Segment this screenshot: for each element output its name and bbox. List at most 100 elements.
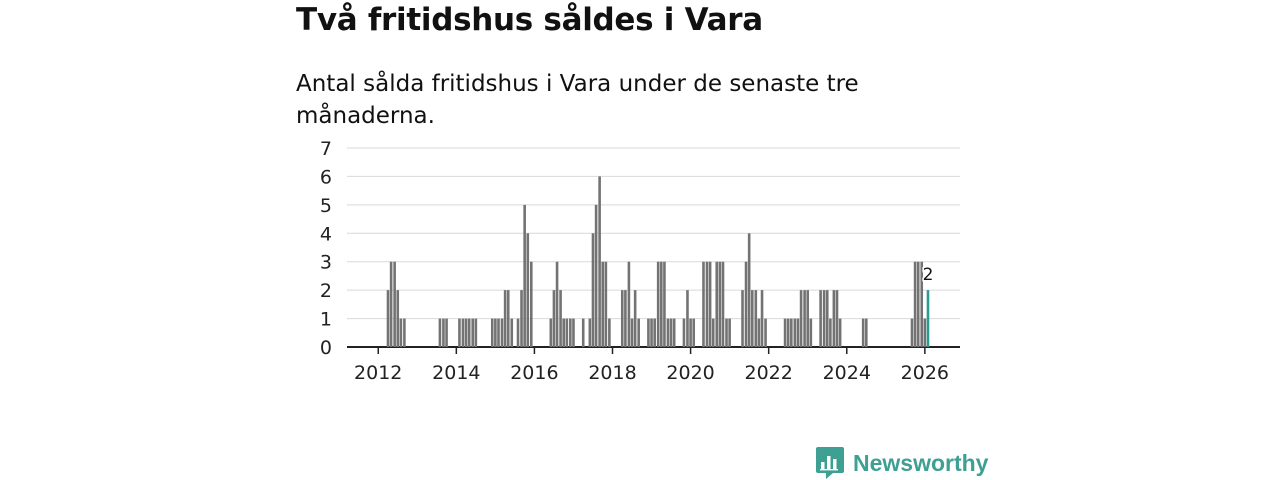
bar xyxy=(442,318,445,347)
x-tick-label: 2014 xyxy=(432,362,480,384)
bar xyxy=(819,290,822,347)
bar xyxy=(461,318,465,347)
bar xyxy=(445,318,448,347)
bar xyxy=(647,318,650,347)
bar xyxy=(630,318,634,347)
bar xyxy=(790,318,793,347)
y-tick-label: 4 xyxy=(320,223,332,245)
bar xyxy=(793,318,797,347)
bar xyxy=(910,318,914,347)
bar xyxy=(438,318,442,347)
bar xyxy=(835,290,839,347)
y-tick-label: 1 xyxy=(320,309,332,331)
bar xyxy=(520,290,523,347)
brand: Newsworthy xyxy=(815,446,988,480)
x-tick-label: 2024 xyxy=(823,362,871,384)
bar xyxy=(832,290,836,347)
bar xyxy=(569,318,572,347)
bar xyxy=(494,318,497,347)
bar xyxy=(604,261,608,347)
bar xyxy=(594,204,598,347)
bar xyxy=(757,318,761,347)
highlight-bar xyxy=(926,290,930,347)
bar xyxy=(598,176,601,347)
bar xyxy=(474,318,478,347)
bar xyxy=(760,290,764,347)
x-tick-label: 2020 xyxy=(666,362,714,384)
bar xyxy=(565,318,569,347)
bar xyxy=(588,318,592,347)
bar xyxy=(806,290,810,347)
bar xyxy=(562,318,565,347)
bar xyxy=(591,233,595,347)
bar xyxy=(633,290,637,347)
bar xyxy=(721,261,725,347)
bar xyxy=(399,318,403,347)
bar xyxy=(627,261,631,347)
bar xyxy=(503,290,507,347)
subtitle: Antal sålda fritidshus i Vara under de s… xyxy=(296,71,859,129)
bar xyxy=(393,261,396,347)
bar xyxy=(506,290,510,347)
x-tick-label: 2016 xyxy=(510,362,558,384)
newsworthy-logo-icon xyxy=(816,447,844,479)
bar xyxy=(764,318,767,347)
bar xyxy=(916,261,920,347)
bar xyxy=(637,318,640,347)
grid-lines xyxy=(347,147,960,348)
bar xyxy=(529,261,533,347)
bar xyxy=(864,318,868,347)
bar xyxy=(510,318,514,347)
x-tick-label: 2022 xyxy=(745,362,793,384)
bar-chart: 0 1 2 3 4 5 6 7 2012 2014 2016 2018 2020 2022 2024 202… xyxy=(320,138,960,384)
bar xyxy=(838,318,842,347)
bar xyxy=(809,318,813,347)
bar xyxy=(471,318,475,347)
bar xyxy=(741,290,744,347)
bar xyxy=(389,261,393,347)
y-tick-label: 3 xyxy=(320,252,332,274)
bar xyxy=(822,290,826,347)
bar xyxy=(744,261,748,347)
x-tick-label: 2026 xyxy=(901,362,949,384)
bar xyxy=(500,318,504,347)
bar xyxy=(458,318,461,347)
bar xyxy=(396,290,400,347)
bar xyxy=(715,261,719,347)
bar xyxy=(653,318,656,347)
bar xyxy=(516,318,520,347)
bar xyxy=(803,290,806,347)
bar xyxy=(686,290,689,347)
bar xyxy=(620,290,624,347)
bar xyxy=(549,318,553,347)
bar xyxy=(796,318,800,347)
bar xyxy=(825,290,829,347)
bar xyxy=(728,318,731,347)
bar xyxy=(552,290,556,347)
bar xyxy=(754,290,758,347)
bar xyxy=(913,261,917,347)
y-tick-label: 6 xyxy=(320,166,332,188)
y-tick-label: 5 xyxy=(320,195,332,217)
bar xyxy=(920,261,924,347)
bar xyxy=(711,318,715,347)
bar xyxy=(572,318,575,347)
bar xyxy=(467,318,471,347)
bar xyxy=(559,290,562,347)
bar xyxy=(660,261,663,347)
x-axis: 2012 2014 2016 2018 2020 2022 2024 2026 xyxy=(354,347,949,384)
bar xyxy=(750,290,754,347)
bar xyxy=(786,318,790,347)
bar xyxy=(650,318,653,347)
bar xyxy=(682,318,686,347)
bar xyxy=(783,318,787,347)
bar xyxy=(386,290,390,347)
bar xyxy=(669,318,673,347)
bar xyxy=(526,233,530,347)
x-tick-label: 2018 xyxy=(588,362,636,384)
headline: Två fritidshus såldes i Vara xyxy=(296,2,763,38)
bar xyxy=(692,318,696,347)
bar xyxy=(666,318,670,347)
bar xyxy=(403,318,406,347)
bar xyxy=(923,318,927,347)
